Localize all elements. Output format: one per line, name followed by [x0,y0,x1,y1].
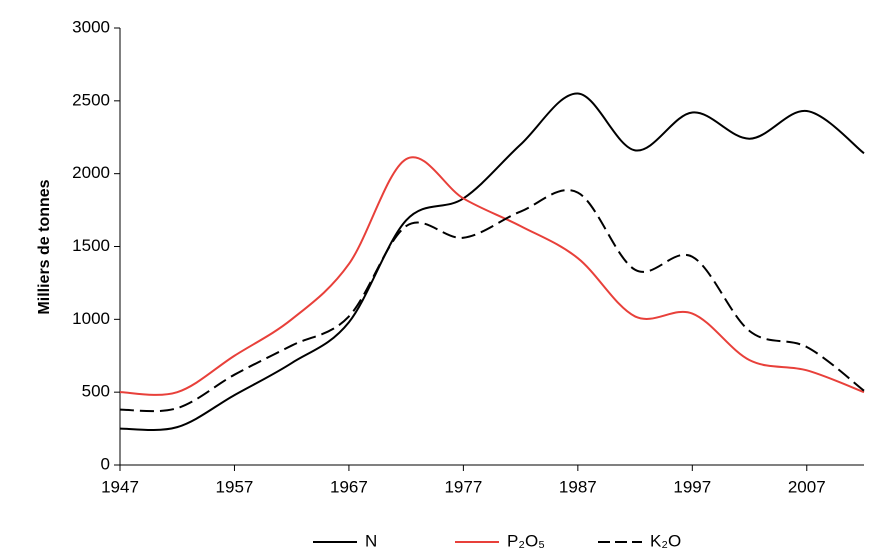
x-tick-label: 1947 [101,477,139,496]
x-tick-label: 1977 [444,477,482,496]
line-series [119,156,865,396]
x-tick-label: 1957 [216,477,254,496]
y-tick-label: 2500 [72,90,110,109]
y-tick-label: 500 [82,382,110,401]
legend-label: N [365,531,377,550]
line-series [119,189,865,413]
line-series [119,92,865,431]
x-tick-label: 1987 [559,477,597,496]
x-tick-label: 1997 [673,477,711,496]
x-tick-label: 2007 [788,477,826,496]
y-tick-label: 3000 [72,17,110,36]
y-tick-label: 0 [101,454,110,473]
legend-label: P₂O₅ [507,531,545,550]
y-tick-label: 1500 [72,236,110,255]
y-tick-label: 2000 [72,163,110,182]
y-tick-label: 1000 [72,309,110,328]
y-axis-label: Milliers de tonnes [36,179,53,314]
x-tick-label: 1967 [330,477,368,496]
legend-label: K₂O [650,531,681,550]
